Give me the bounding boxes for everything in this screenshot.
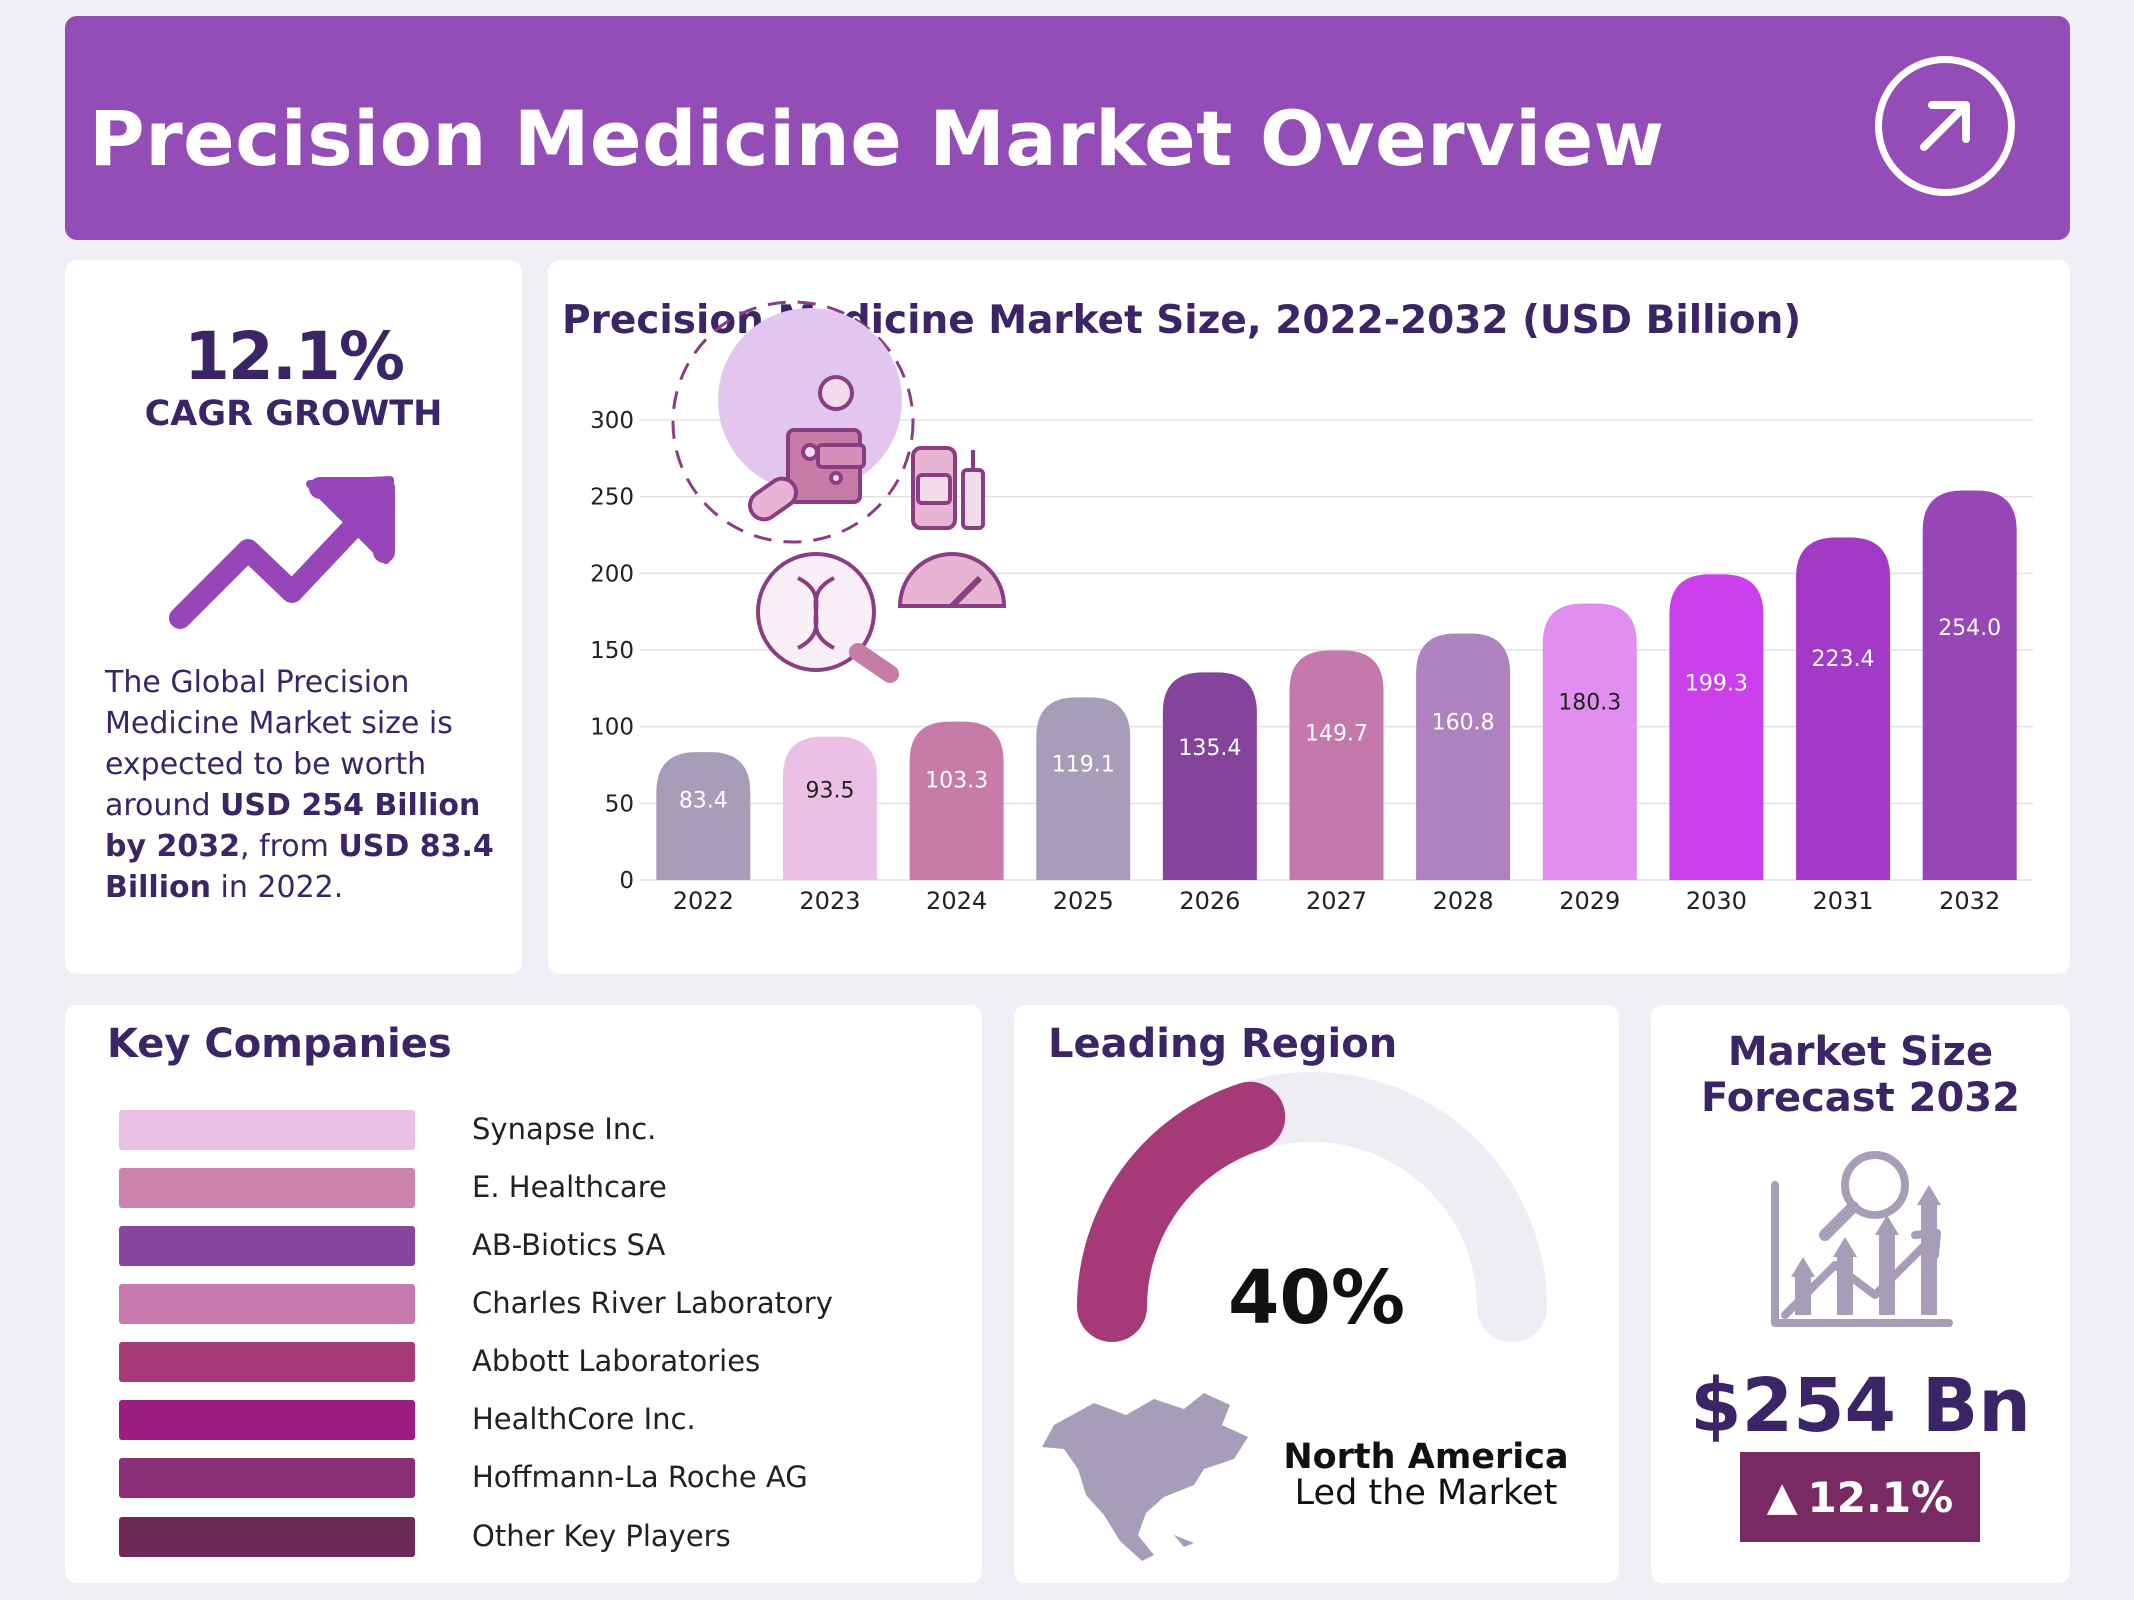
cagr-card: 12.1% CAGR GROWTH The Global Precision M… bbox=[65, 260, 522, 974]
growth-badge: ▲ 12.1% bbox=[1740, 1452, 1980, 1542]
company-color-swatch bbox=[119, 1284, 415, 1324]
page-title: Precision Medicine Market Overview bbox=[89, 94, 1665, 183]
company-color-swatch bbox=[119, 1168, 415, 1208]
up-triangle-icon: ▲ bbox=[1766, 1474, 1798, 1520]
company-name: HealthCore Inc. bbox=[472, 1402, 696, 1436]
bar-2023 bbox=[782, 736, 877, 880]
list-item: E. Healthcare bbox=[119, 1168, 939, 1208]
company-color-swatch bbox=[119, 1458, 415, 1498]
forecast-title-line1: Market Size bbox=[1727, 1029, 1994, 1075]
region-share-gauge bbox=[1077, 1072, 1547, 1342]
leading-region-card: Leading Region 40% North America Led the… bbox=[1014, 1005, 1619, 1583]
list-item: Other Key Players bbox=[119, 1517, 939, 1557]
x-tick-label: 2026 bbox=[1179, 887, 1240, 915]
region-percent: 40% bbox=[1227, 1255, 1406, 1341]
company-name: E. Healthcare bbox=[472, 1170, 667, 1204]
company-color-swatch bbox=[119, 1226, 415, 1266]
x-tick-label: 2022 bbox=[673, 887, 734, 915]
bar-value-label: 83.4 bbox=[679, 789, 728, 814]
cagr-value: 12.1% bbox=[184, 318, 405, 395]
list-item: HealthCore Inc. bbox=[119, 1400, 939, 1440]
bar-value-label: 93.5 bbox=[805, 778, 854, 803]
x-tick-label: 2027 bbox=[1306, 887, 1367, 915]
bar-value-label: 160.8 bbox=[1432, 710, 1495, 735]
list-item: Synapse Inc. bbox=[119, 1110, 939, 1150]
bar-value-label: 254.0 bbox=[1938, 616, 2001, 641]
cagr-description: The Global Precision Medicine Market siz… bbox=[105, 665, 494, 905]
bar-2022 bbox=[656, 752, 751, 880]
x-tick-label: 2023 bbox=[799, 887, 860, 915]
company-color-swatch bbox=[119, 1110, 415, 1150]
company-name: Synapse Inc. bbox=[472, 1112, 657, 1146]
y-tick-label: 250 bbox=[590, 485, 634, 511]
bar-value-label: 199.3 bbox=[1685, 671, 1748, 696]
north-america-map-icon bbox=[1042, 1393, 1248, 1561]
bar-chart: 0 50 100 150 200 250 300 bbox=[590, 300, 2033, 915]
growth-chart-icon bbox=[1765, 1145, 1955, 1339]
bar-value-label: 180.3 bbox=[1558, 691, 1621, 716]
region-name: North America bbox=[1283, 1437, 1569, 1477]
bar-value-label: 103.3 bbox=[925, 768, 988, 793]
growth-badge-value: 12.1% bbox=[1807, 1472, 1954, 1522]
y-tick-label: 0 bbox=[619, 868, 634, 894]
y-tick-label: 150 bbox=[590, 638, 634, 664]
bar-2026 bbox=[1162, 672, 1257, 880]
market-size-chart-card: Precision Medicine Market Size, 2022-203… bbox=[548, 260, 2070, 974]
bar-2030 bbox=[1669, 574, 1764, 880]
companies-title: Key Companies bbox=[107, 1021, 452, 1067]
forecast-title-line2: Forecast 2032 bbox=[1701, 1075, 2020, 1121]
trend-up-icon bbox=[160, 460, 400, 644]
y-tick-label: 100 bbox=[590, 715, 634, 741]
forecast-value: $254 Bn bbox=[1690, 1363, 2031, 1449]
company-color-swatch bbox=[119, 1342, 415, 1382]
x-tick-label: 2031 bbox=[1813, 887, 1874, 915]
bar-2032 bbox=[1922, 490, 2017, 880]
x-tick-label: 2028 bbox=[1433, 887, 1494, 915]
bar-2031 bbox=[1796, 537, 1891, 880]
list-item: AB-Biotics SA bbox=[119, 1226, 939, 1266]
list-item: Hoffmann-La Roche AG bbox=[119, 1458, 939, 1498]
y-tick-label: 200 bbox=[590, 561, 634, 587]
list-item: Abbott Laboratories bbox=[119, 1342, 939, 1382]
company-name: AB-Biotics SA bbox=[472, 1228, 666, 1262]
bar-2025 bbox=[1036, 697, 1131, 880]
market-forecast-card: Market Size Forecast 2032 $254 bbox=[1651, 1005, 2070, 1583]
y-tick-label: 50 bbox=[605, 791, 634, 817]
bar-value-label: 223.4 bbox=[1812, 647, 1875, 672]
bar-value-label: 135.4 bbox=[1178, 736, 1241, 761]
bar-value-label: 119.1 bbox=[1052, 752, 1115, 777]
company-color-swatch bbox=[119, 1400, 415, 1440]
bar-2029 bbox=[1542, 603, 1637, 880]
company-name: Abbott Laboratories bbox=[472, 1344, 761, 1378]
x-tick-label: 2029 bbox=[1559, 887, 1620, 915]
company-name: Other Key Players bbox=[472, 1519, 731, 1553]
key-companies-card: Key Companies Synapse Inc. E. Healthcare… bbox=[65, 1005, 982, 1583]
list-item: Charles River Laboratory bbox=[119, 1284, 939, 1324]
bar-2024 bbox=[909, 721, 1004, 880]
bar-value-label: 149.7 bbox=[1305, 722, 1368, 747]
company-color-swatch bbox=[119, 1517, 415, 1557]
bar-2027 bbox=[1289, 650, 1384, 880]
x-tick-label: 2032 bbox=[1939, 887, 2000, 915]
x-tick-label: 2024 bbox=[926, 887, 987, 915]
bar-2028 bbox=[1416, 633, 1511, 880]
region-title: Leading Region bbox=[1048, 1021, 1398, 1067]
region-subtitle: Led the Market bbox=[1294, 1473, 1558, 1513]
arrow-up-right-icon[interactable] bbox=[1875, 56, 2015, 196]
cagr-label: CAGR GROWTH bbox=[144, 394, 443, 434]
x-tick-label: 2025 bbox=[1053, 887, 1114, 915]
company-name: Charles River Laboratory bbox=[472, 1286, 833, 1320]
forecast-title: Market Size Forecast 2032 bbox=[1651, 1029, 2070, 1121]
y-tick-label: 300 bbox=[590, 408, 634, 434]
company-name: Hoffmann-La Roche AG bbox=[472, 1460, 808, 1494]
medicine-illustration-icon bbox=[671, 300, 1007, 683]
gauge-fill bbox=[1077, 1081, 1286, 1342]
x-tick-label: 2030 bbox=[1686, 887, 1747, 915]
header-banner: Precision Medicine Market Overview bbox=[65, 16, 2070, 240]
